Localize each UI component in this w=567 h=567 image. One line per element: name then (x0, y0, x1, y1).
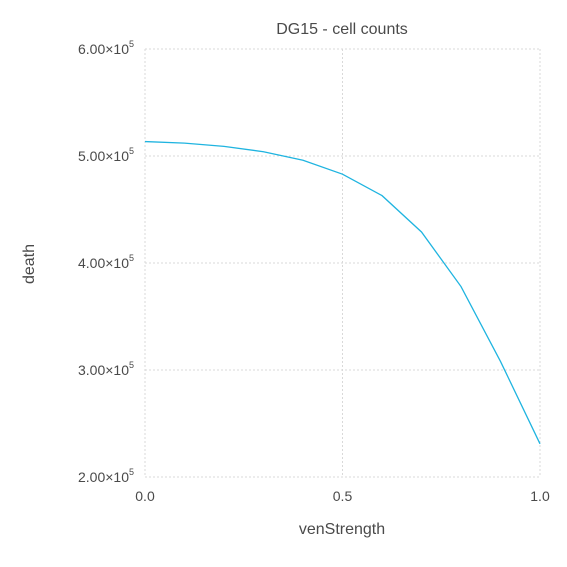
grid (144, 48, 541, 478)
chart-title: DG15 - cell counts (276, 21, 408, 38)
series-layer (144, 140, 541, 445)
y-tick-label: 5.00×105 (78, 146, 134, 164)
y-tick-exponent: 5 (129, 467, 134, 477)
y-tick-label: 3.00×105 (78, 360, 134, 378)
y-axis-label: death (21, 244, 38, 284)
y-tick-mantissa: 3.00 (78, 362, 105, 378)
y-tick-label: 2.00×105 (78, 467, 134, 485)
x-tick-label: 1.0 (530, 488, 550, 504)
y-tick-mantissa: 4.00 (78, 255, 105, 271)
y-tick-exponent: 5 (129, 39, 134, 49)
y-tick-mantissa: 6.00 (78, 41, 105, 57)
series-line-0 (144, 140, 541, 445)
y-tick-times: ×10 (105, 148, 129, 164)
x-axis-label: venStrength (299, 521, 385, 538)
y-tick-times: ×10 (105, 255, 129, 271)
y-tick-mantissa: 2.00 (78, 469, 105, 485)
y-tick-times: ×10 (105, 469, 129, 485)
y-tick-exponent: 5 (129, 253, 134, 263)
y-tick-label: 4.00×105 (78, 253, 134, 271)
y-tick-mantissa: 5.00 (78, 148, 105, 164)
x-tick-label: 0.0 (135, 488, 155, 504)
y-tick-times: ×10 (105, 362, 129, 378)
y-tick-times: ×10 (105, 41, 129, 57)
y-tick-label: 6.00×105 (78, 39, 134, 57)
x-axis-ticks: 0.0 0.5 1.0 (135, 488, 550, 504)
y-tick-exponent: 5 (129, 360, 134, 370)
y-tick-exponent: 5 (129, 146, 134, 156)
x-tick-label: 0.5 (333, 488, 353, 504)
